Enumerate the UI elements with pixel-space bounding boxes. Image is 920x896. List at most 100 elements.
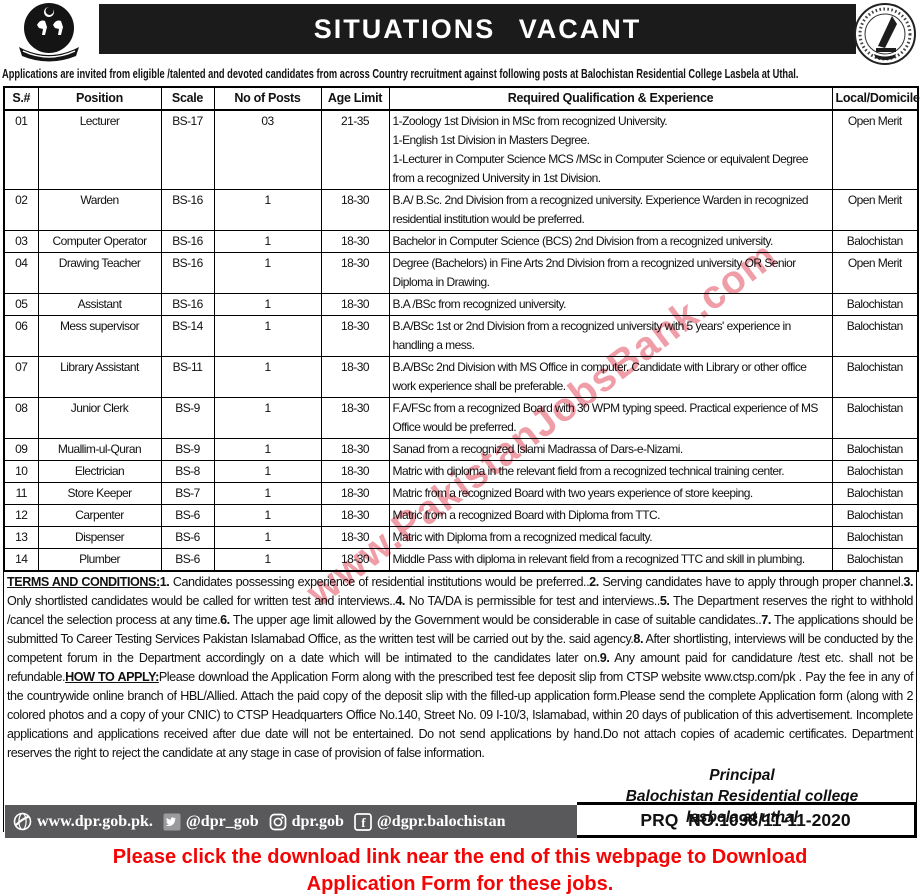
row-qualification: F.A/FSc from a recognized Board with 30 …	[388, 397, 833, 439]
row-qualification: B.A/BSc 2nd Division with MS Office in c…	[388, 356, 833, 398]
row-qualification: Matric from a recognized Board with Dipl…	[388, 504, 833, 527]
footer-website-label: www.dpr.gob.pk.	[37, 812, 153, 830]
row-age: 21-35	[320, 109, 390, 190]
row-age: 18-30	[320, 438, 390, 461]
table-row: 01 Lecturer BS-17 03 21-35 1-Zoology 1st Divi…	[3, 109, 919, 190]
row-domicile: Balochistan	[831, 548, 919, 572]
table-row: 06 Mess supervisor BS-14 1 18-30 B.A/BSc 1st …	[3, 315, 919, 357]
row-age: 18-30	[320, 482, 390, 505]
terms-segment: No TA/DA is permissible for test and int…	[404, 594, 661, 608]
row-scale: BS-6	[160, 548, 215, 572]
signature-org: Balochistan Residential college	[625, 788, 859, 805]
row-position: Store Keeper	[37, 482, 162, 505]
row-position: Library Assistant	[37, 356, 162, 398]
row-posts: 1	[213, 548, 322, 572]
row-scale: BS-9	[160, 397, 215, 439]
row-position: Muallim-ul-Quran	[37, 438, 162, 461]
prq-number-box: PRQ NO.1098/11-11-2020	[577, 802, 917, 838]
row-age: 18-30	[320, 397, 390, 439]
row-domicile: Balochistan	[831, 293, 919, 316]
terms-segment: 6.	[220, 613, 230, 627]
row-domicile: Balochistan	[831, 230, 919, 253]
row-posts: 1	[213, 252, 322, 294]
row-posts: 03	[213, 109, 322, 190]
signature-block: Principal Balochistan Residential colleg…	[587, 765, 897, 828]
table-row: 11 Store Keeper BS-7 1 18-30 Matric from a re…	[3, 482, 919, 505]
row-position: Plumber	[37, 548, 162, 572]
twitter-icon	[163, 813, 181, 830]
emblem-graphic	[19, 3, 79, 62]
row-qualification: Middle Pass with diploma in relevant fie…	[388, 548, 833, 572]
row-scale: BS-16	[160, 293, 215, 316]
table-row: 03 Computer Operator BS-16 1 18-30 Bachelor i…	[3, 230, 919, 253]
row-sn: 08	[3, 397, 39, 439]
row-posts: 1	[213, 356, 322, 398]
row-posts: 1	[213, 315, 322, 357]
row-scale: BS-11	[160, 356, 215, 398]
table-row: 09 Muallim-ul-Quran BS-9 1 18-30 Sanad from a…	[3, 438, 919, 461]
prq-number: PRQ NO.1098/11-11-2020	[640, 809, 851, 830]
row-qualification: B.A /BSc from recognized university.	[388, 293, 833, 316]
footer-facebook-label: @dgpr.balochistan	[376, 812, 506, 830]
table-row: 14 Plumber BS-6 1 18-30 Middle Pass with dipl…	[3, 548, 919, 572]
row-scale: BS-16	[160, 252, 215, 294]
row-posts: 1	[213, 397, 322, 439]
terms-segment: HOW TO APPLY:	[65, 670, 159, 684]
terms-segment: Please download the Application Form alo…	[7, 670, 913, 760]
advert-body: S.# Position Scale No of Posts Age Limit…	[3, 86, 920, 832]
row-scale: BS-6	[160, 526, 215, 549]
row-age: 18-30	[320, 230, 390, 253]
row-sn: 13	[3, 526, 39, 549]
table-row: 07 Library Assistant BS-11 1 18-30 B.A/BSc 2n…	[3, 356, 919, 398]
footer-instagram: dpr.gob	[269, 813, 344, 831]
row-qualification: Sanad from a recognized Islami Madrassa …	[388, 438, 833, 461]
col-header-scale: Scale	[160, 86, 215, 111]
row-age: 18-30	[320, 548, 390, 572]
facebook-icon: f	[354, 812, 372, 831]
terms-segment: 3.	[903, 575, 914, 589]
terms-and-signature-box: TERMS AND CONDITIONS:1. Candidates posse…	[3, 572, 917, 832]
row-age: 18-30	[320, 252, 390, 294]
footer-facebook: f @dgpr.balochistan	[354, 812, 506, 831]
terms-segment: 7.	[761, 613, 771, 627]
table-row: 10 Electrician BS-8 1 18-30 Matric with diplo…	[3, 460, 919, 483]
footer-twitter: @dpr_gob	[163, 813, 259, 831]
row-age: 18-30	[320, 526, 390, 549]
footer-twitter-label: @dpr_gob	[185, 812, 259, 830]
title-bar: SITUATIONS VACANT	[99, 4, 856, 54]
footer-instagram-label: dpr.gob	[291, 812, 344, 830]
row-scale: BS-14	[160, 315, 215, 357]
terms-segment: 5.	[659, 594, 670, 608]
col-header-sn: S.#	[3, 86, 39, 111]
row-domicile: Open Merit	[831, 109, 919, 190]
row-domicile: Open Merit	[831, 189, 919, 231]
row-qualification: Matric from a recognized Board with two …	[388, 482, 833, 505]
row-posts: 1	[213, 504, 322, 527]
row-qualification: Degree (Bachelors) in Fine Arts 2nd Divi…	[388, 252, 833, 294]
balochistan-government-emblem-logo	[7, 1, 91, 65]
terms-and-conditions: TERMS AND CONDITIONS:1. Candidates posse…	[7, 573, 913, 763]
row-sn: 14	[3, 548, 39, 572]
terms-segment: The upper age limit allowed by the Gover…	[229, 613, 762, 627]
col-header-position: Position	[37, 86, 162, 111]
row-age: 18-30	[320, 460, 390, 483]
table-row: 13 Dispenser BS-6 1 18-30 Matric with Diploma…	[3, 526, 919, 549]
row-age: 18-30	[320, 356, 390, 398]
row-sn: 10	[3, 460, 39, 483]
terms-segment: Candidates possessing experience of resi…	[169, 575, 590, 589]
row-age: 18-30	[320, 504, 390, 527]
row-domicile: Balochistan	[831, 526, 919, 549]
table-row: 12 Carpenter BS-6 1 18-30 Matric from a recog…	[3, 504, 919, 527]
row-sn: 07	[3, 356, 39, 398]
terms-segment: TERMS AND CONDITIONS:	[7, 575, 160, 589]
row-scale: BS-7	[160, 482, 215, 505]
row-posts: 1	[213, 230, 322, 253]
row-age: 18-30	[320, 315, 390, 357]
terms-segment: Any amount paid for candidature /test et…	[7, 651, 913, 684]
svg-text:f: f	[361, 815, 366, 830]
row-qualification: Matric with Diploma from a recognized me…	[388, 526, 833, 549]
row-domicile: Balochistan	[831, 438, 919, 461]
row-age: 18-30	[320, 293, 390, 316]
table-row: 04 Drawing Teacher BS-16 1 18-30 Degree (Bach…	[3, 252, 919, 294]
